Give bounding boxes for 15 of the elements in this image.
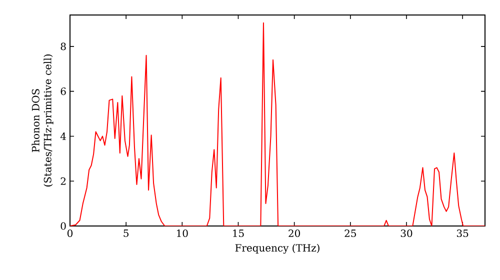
x-tick-label: 15	[233, 230, 244, 238]
x-tick-label: 5	[124, 230, 128, 237]
x-tick-label: 0	[67, 230, 73, 238]
x-tick-label: 35	[457, 230, 468, 238]
x-tick-label: 25	[344, 230, 356, 238]
y-axis-title: Phonon DOS (States/THz·primitive cell)	[32, 54, 54, 186]
y-tick-label: 0	[60, 222, 66, 230]
y-tick-label: 8	[60, 42, 66, 50]
x-tick-label: 20	[288, 230, 300, 238]
y-tick-label: 4	[60, 132, 66, 140]
x-tick-label: 10	[177, 230, 188, 238]
y-tick-label: 6	[60, 88, 66, 96]
y-tick-label: 2	[60, 177, 66, 185]
x-axis-title: Frequency (THz)	[235, 244, 320, 254]
x-tick-label: 30	[400, 230, 412, 238]
